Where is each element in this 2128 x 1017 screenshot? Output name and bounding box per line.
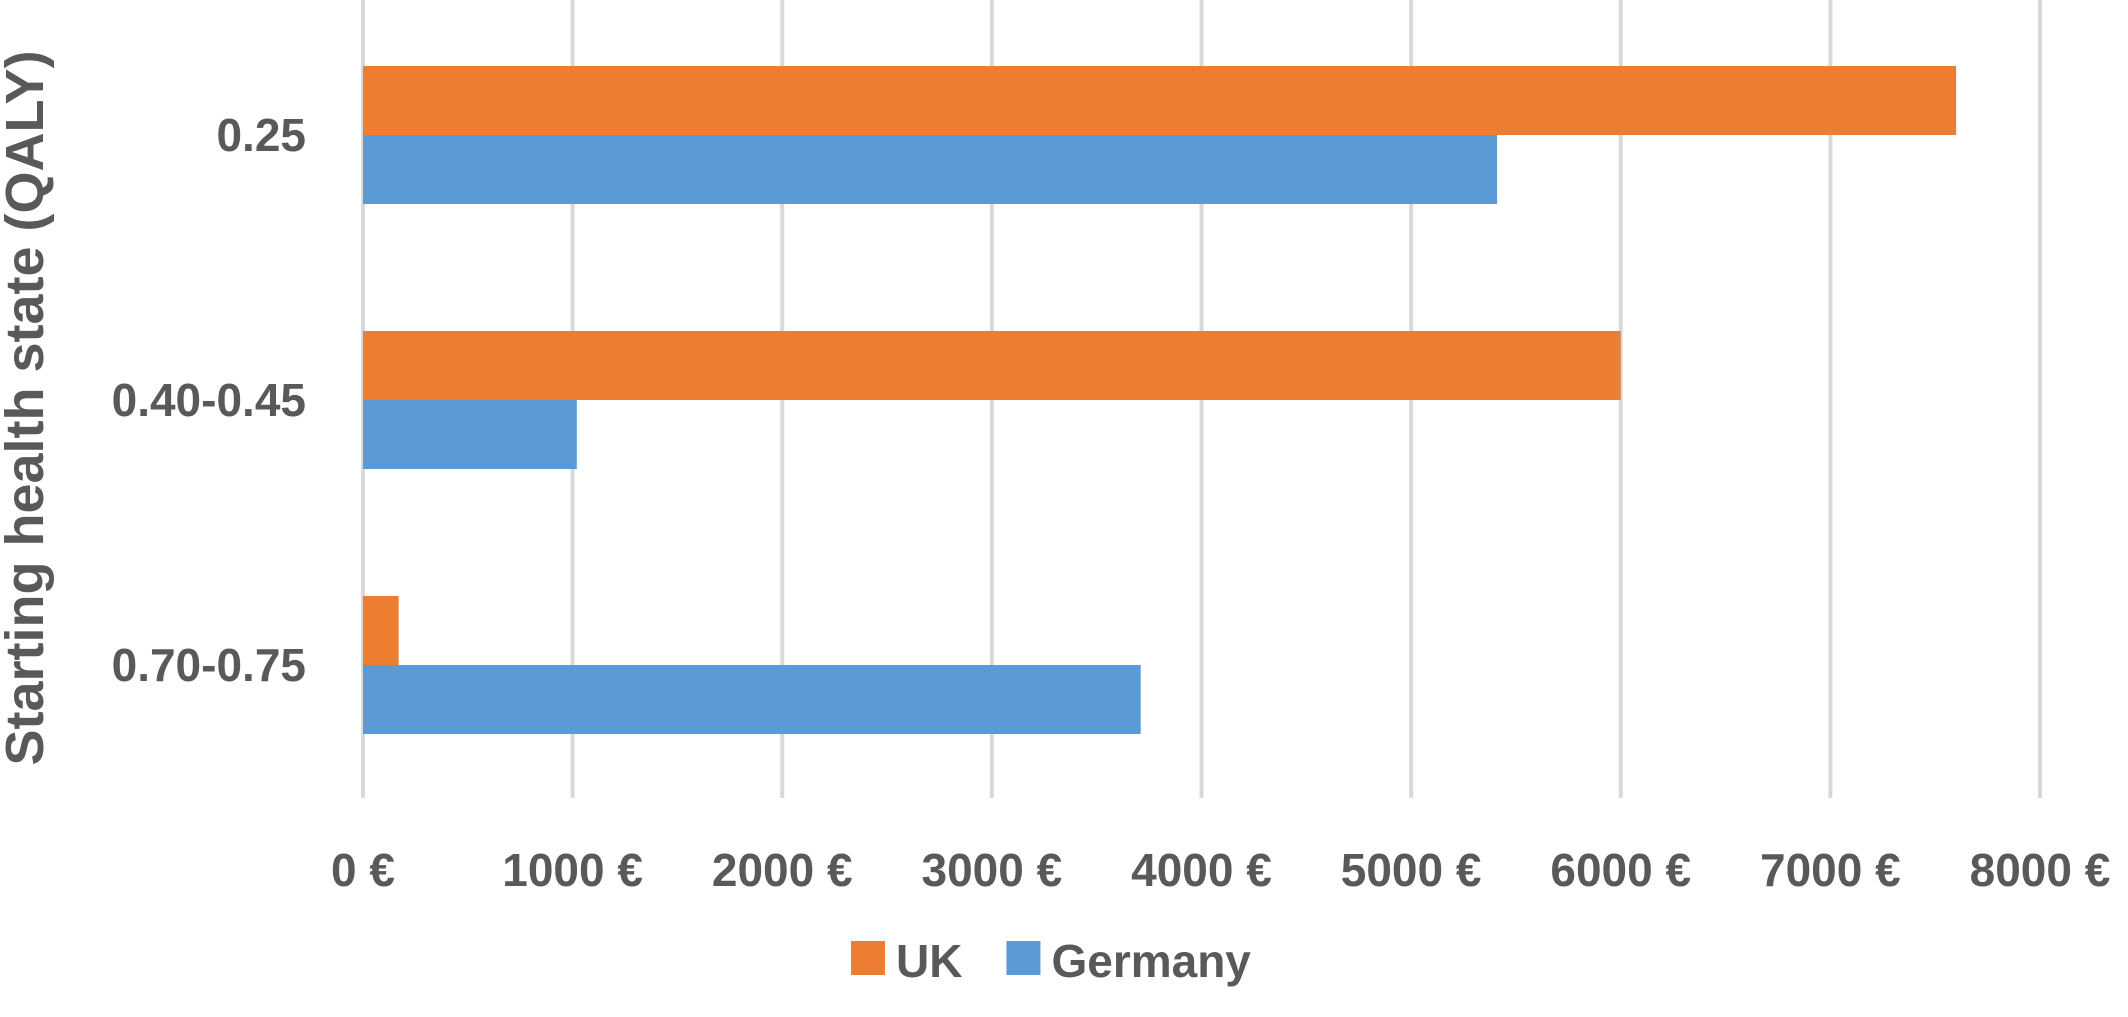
x-tick-label-2: 2000 € bbox=[712, 844, 853, 896]
category-label-1: 0.40-0.45 bbox=[112, 374, 306, 426]
bars bbox=[363, 66, 1957, 734]
x-tick-label-4: 4000 € bbox=[1131, 844, 1272, 896]
bar-uk-2 bbox=[363, 596, 399, 665]
x-tick-label-6: 6000 € bbox=[1550, 844, 1691, 896]
legend-swatch-uk bbox=[851, 941, 885, 975]
bar-germany-2 bbox=[363, 665, 1141, 734]
x-tick-label-3: 3000 € bbox=[922, 844, 1063, 896]
legend: UK Germany bbox=[851, 935, 1251, 987]
legend-swatch-germany bbox=[1006, 941, 1041, 975]
category-label-2: 0.70-0.75 bbox=[112, 639, 306, 691]
category-labels: 0.25 0.40-0.45 0.70-0.75 bbox=[112, 109, 306, 691]
x-tick-label-7: 7000 € bbox=[1760, 844, 1901, 896]
x-tick-label-1: 1000 € bbox=[502, 844, 643, 896]
x-tick-label-0: 0 € bbox=[331, 844, 395, 896]
bar-germany-1 bbox=[363, 400, 577, 469]
legend-label-germany: Germany bbox=[1051, 935, 1251, 987]
legend-label-uk: UK bbox=[896, 935, 962, 987]
x-tick-label-5: 5000 € bbox=[1341, 844, 1482, 896]
bar-uk-0 bbox=[363, 66, 1957, 135]
bar-uk-1 bbox=[363, 331, 1621, 400]
y-axis-title: Starting health state (QALY) bbox=[0, 50, 55, 765]
x-tick-labels: 0 € 1000 € 2000 € 3000 € 4000 € 5000 € 6000 € 7… bbox=[331, 844, 2110, 896]
bar-germany-0 bbox=[363, 135, 1498, 204]
category-label-0: 0.25 bbox=[216, 109, 306, 161]
x-tick-label-8: 8000 € bbox=[1970, 844, 2111, 896]
